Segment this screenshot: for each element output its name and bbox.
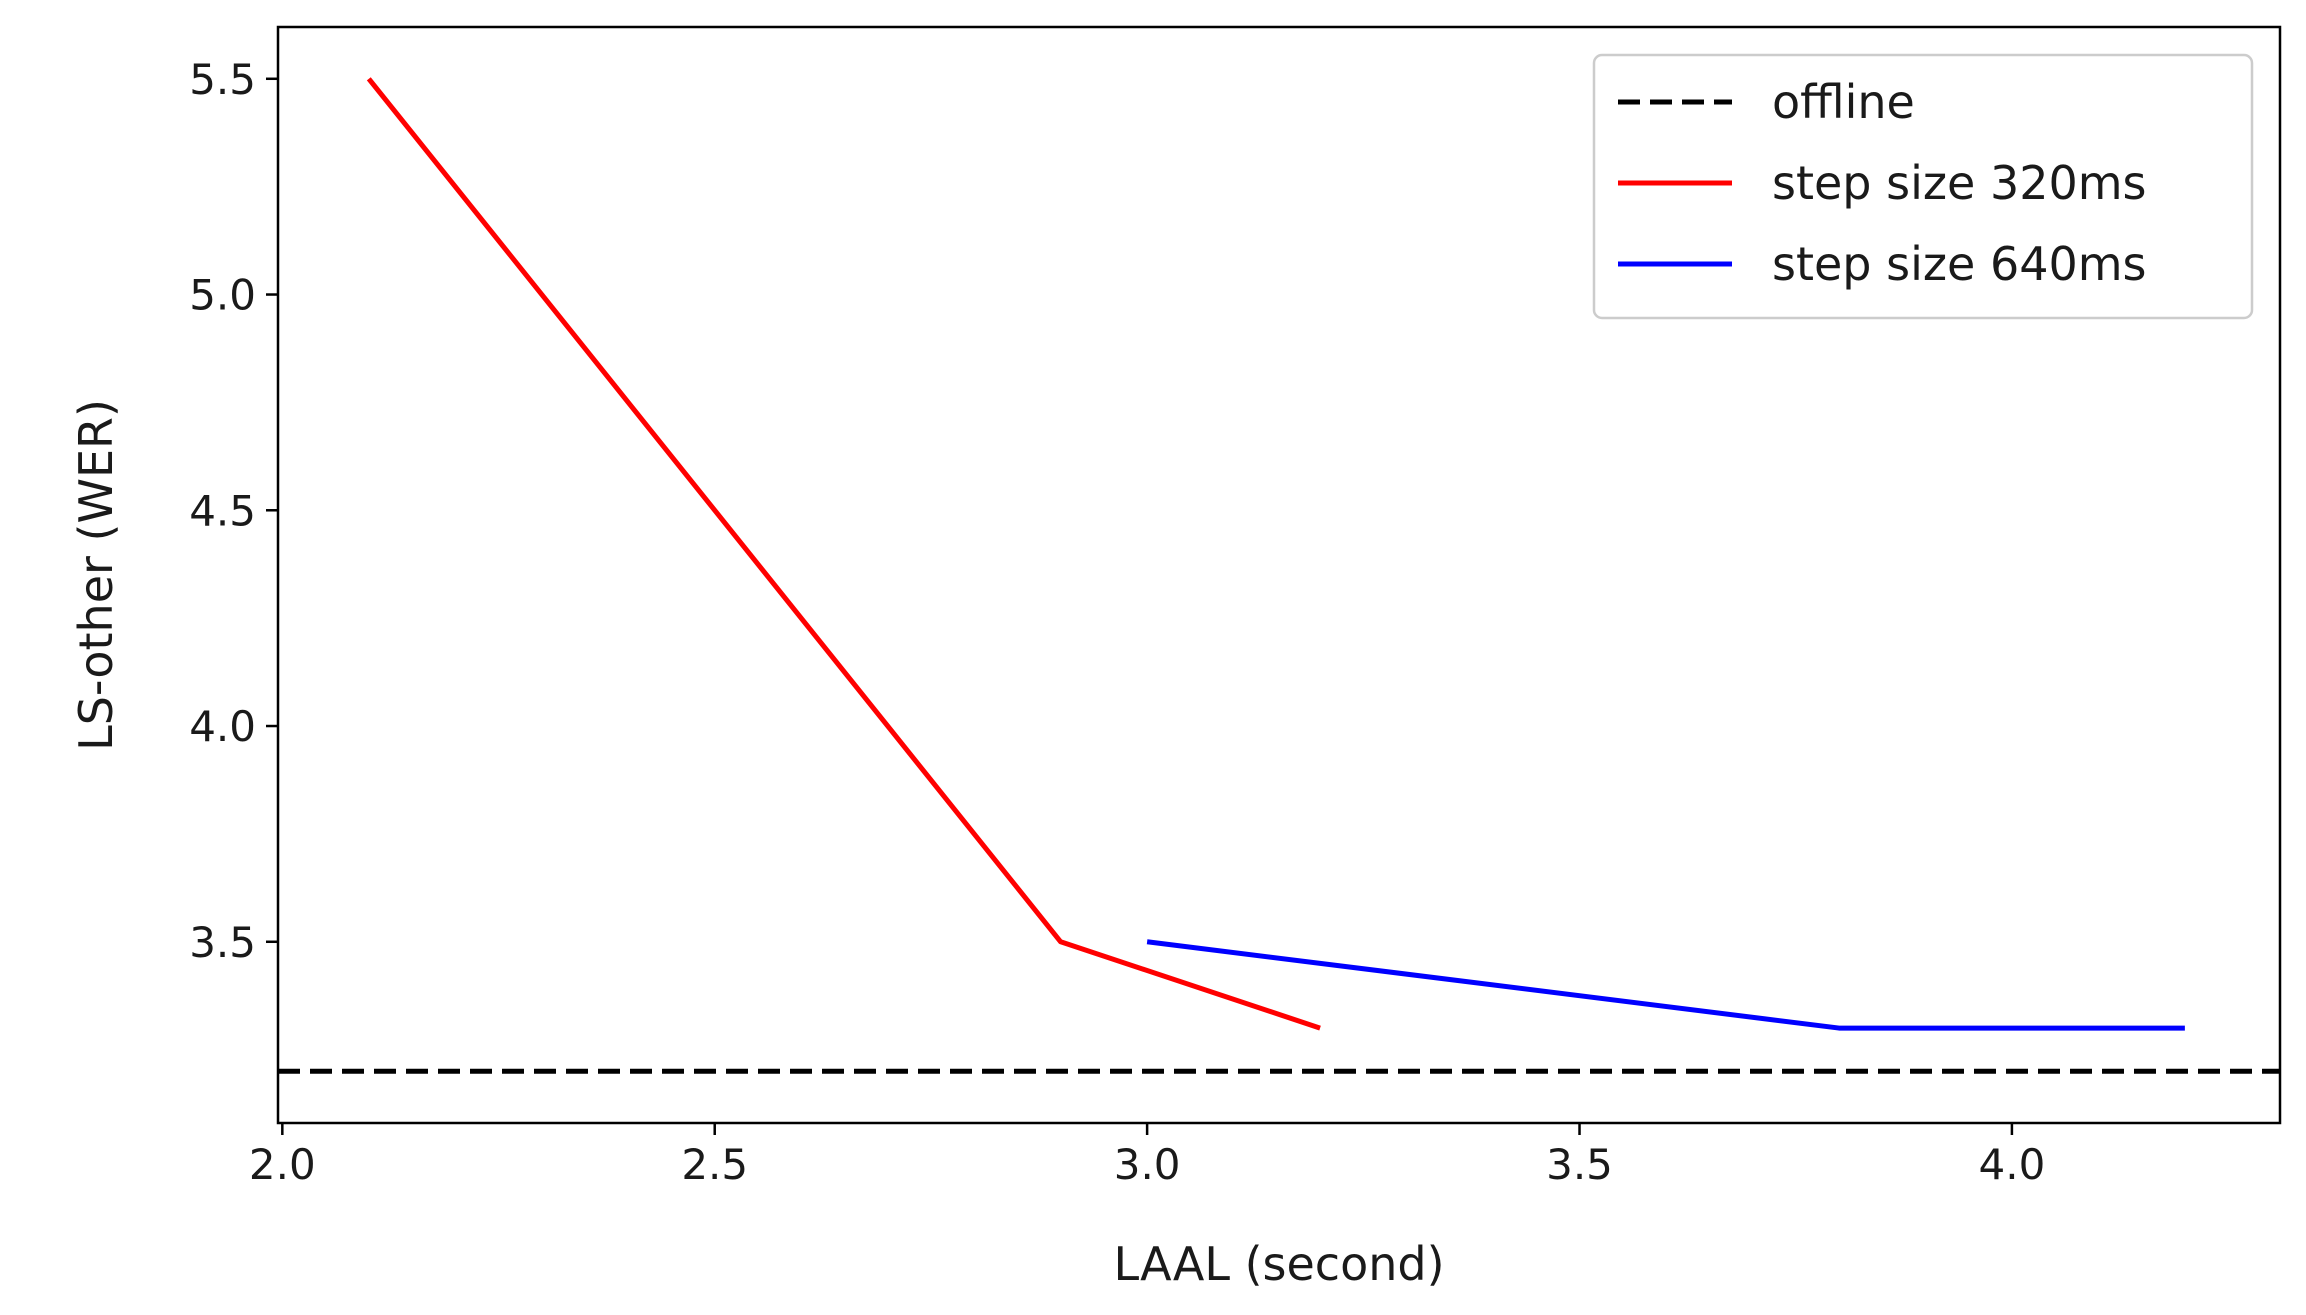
x-tick-label: 4.0 [1979,1140,2046,1189]
x-tick-label: 2.5 [681,1140,748,1189]
legend-label-2: step size 640ms [1772,237,2147,291]
y-axis-label: LS-other (WER) [69,399,123,751]
y-tick-label: 4.0 [189,702,256,751]
x-tick-label: 3.0 [1114,1140,1181,1189]
legend-label-0: offline [1772,75,1915,129]
series-line-1 [366,77,1321,1031]
plot-frame [276,25,2282,1125]
y-tick-label: 3.5 [189,918,256,967]
series-line-2 [1146,939,2185,1031]
legend: offline step size 320ms step size 640ms [1592,53,2254,320]
y-tick-label: 5.0 [189,271,256,320]
x-tick-label: 2.0 [249,1140,316,1189]
legend-box [1592,53,2254,320]
x-axis-label: LAAL (second) [1113,1237,1444,1291]
series-layer [278,77,2280,1074]
y-tick-label: 5.5 [189,55,256,104]
x-axis: 2.0 2.5 3.0 3.5 4.0 [249,1123,2045,1189]
x-tick-label: 3.5 [1546,1140,1613,1189]
legend-label-1: step size 320ms [1772,156,2147,210]
legend-items: offline step size 320ms step size 640ms [1618,75,2147,291]
y-axis: 3.5 4.0 4.5 5.0 5.5 [189,55,278,967]
y-tick-label: 4.5 [189,486,256,535]
